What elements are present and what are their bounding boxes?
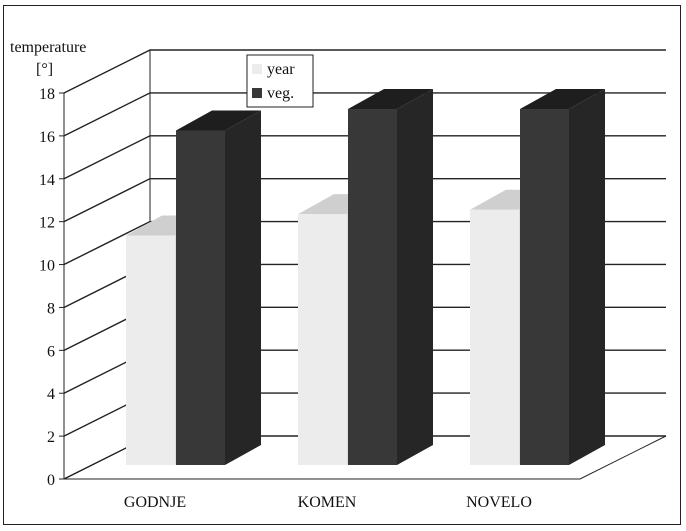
y-axis-label: temperature [10, 39, 86, 56]
y-tick-label-2: 2 [47, 429, 55, 446]
legend-swatch-year [252, 64, 262, 74]
gridline-18 [63, 49, 666, 94]
legend-label-veg: veg. [267, 85, 294, 102]
y-tick-label-0: 0 [47, 472, 55, 489]
legend-box [246, 54, 314, 108]
legend-label-year: year [267, 61, 295, 78]
y-tick-label-4: 4 [47, 386, 55, 403]
y-axis-unit: [°] [36, 61, 53, 78]
bar-top [520, 89, 605, 110]
bar-top [348, 89, 433, 110]
x-tick-label-godnje: GODNJE [124, 494, 186, 511]
bar-side [225, 110, 261, 465]
bar-front [298, 214, 347, 465]
gridline-12 [63, 177, 666, 223]
bar-front [176, 130, 225, 465]
y-tick-label-16: 16 [39, 129, 55, 146]
y-tick-label-6: 6 [47, 343, 55, 360]
chart-bars [126, 89, 605, 466]
y-tick-label-8: 8 [47, 300, 55, 317]
gridline-14 [63, 135, 666, 180]
bar-top [176, 110, 261, 131]
legend: year veg. [246, 54, 314, 108]
bar-front [348, 109, 397, 466]
legend-swatch-veg [252, 88, 262, 98]
gridline-16 [63, 92, 666, 137]
y-tick-label-10: 10 [39, 258, 55, 275]
bar-veg-godnje [176, 110, 261, 465]
y-tick-label-12: 12 [39, 215, 55, 232]
y-tick-label-18: 18 [39, 86, 55, 103]
bar-front [520, 109, 569, 466]
bar-side [569, 89, 605, 466]
x-tick-label-komen: KOMEN [298, 494, 357, 511]
bar-front [470, 209, 519, 465]
bar-side [397, 89, 433, 466]
y-tick-label-14: 14 [39, 172, 55, 189]
y-tick-labels: 0 2 4 6 8 10 12 14 16 18 [39, 86, 55, 489]
x-tick-labels: GODNJE KOMEN NOVELO [124, 494, 532, 511]
bar-front [126, 235, 175, 465]
x-tick-label-novelo: NOVELO [466, 494, 532, 511]
bar-veg-komen [348, 89, 433, 466]
bar-veg-novelo [520, 89, 605, 466]
